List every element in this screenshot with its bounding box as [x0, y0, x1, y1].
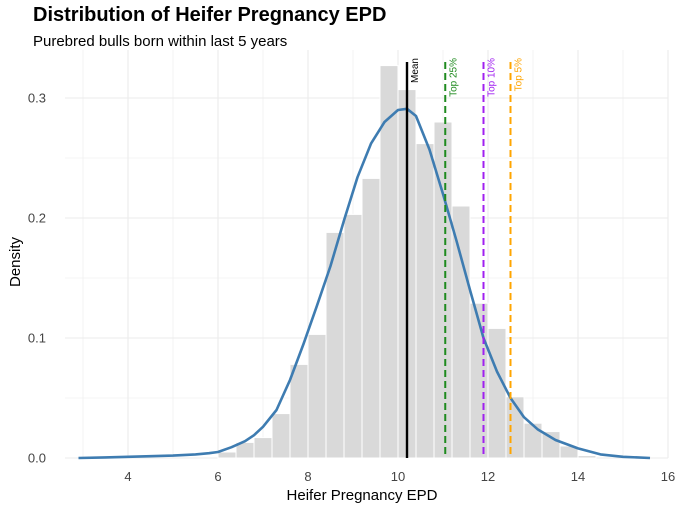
histogram-bar [577, 455, 597, 459]
histogram-bar [415, 143, 435, 459]
axis-labels: 4 6 8 10 12 14 16 0.0 0.1 0.2 0.3 [28, 91, 675, 485]
reference-line-label: Top 10% [487, 58, 498, 97]
histogram-bar [217, 451, 237, 459]
histogram-bar [307, 333, 327, 459]
y-tick-label: 0.0 [28, 451, 46, 466]
histogram-bar [271, 413, 291, 459]
histogram-bar [487, 327, 507, 459]
histogram-bar [541, 431, 561, 459]
chart-title: Distribution of Heifer Pregnancy EPD [33, 4, 387, 26]
x-tick-label: 8 [304, 469, 311, 484]
x-axis-title: Heifer Pregnancy EPD [287, 487, 438, 504]
histogram-bar [451, 205, 471, 459]
reference-line-label: Top 5% [514, 58, 525, 91]
histogram-bar [289, 363, 309, 459]
x-tick-label: 12 [481, 469, 495, 484]
x-tick-label: 14 [571, 469, 585, 484]
y-axis-title: Density [7, 236, 24, 287]
y-tick-label: 0.1 [28, 331, 46, 346]
histogram-bar [253, 437, 273, 459]
histogram-bar [343, 213, 363, 459]
reference-lines: Mean Top 25% Top 10% Top 5% [405, 58, 525, 458]
x-tick-label: 6 [214, 469, 221, 484]
histogram-bar [523, 422, 543, 459]
density-curve [78, 107, 651, 460]
density-curve-layer [78, 107, 651, 460]
reference-line-label: Top 25% [448, 58, 459, 97]
reference-line-label: Mean [410, 58, 421, 83]
x-tick-label: 4 [124, 469, 131, 484]
histogram-bar [361, 177, 381, 459]
histogram-bar [325, 231, 345, 459]
x-tick-label: 16 [661, 469, 675, 484]
chart-subtitle: Purebred bulls born within last 5 years [33, 33, 288, 50]
x-tick-label: 10 [391, 469, 405, 484]
y-tick-label: 0.3 [28, 91, 46, 106]
y-tick-label: 0.2 [28, 211, 46, 226]
